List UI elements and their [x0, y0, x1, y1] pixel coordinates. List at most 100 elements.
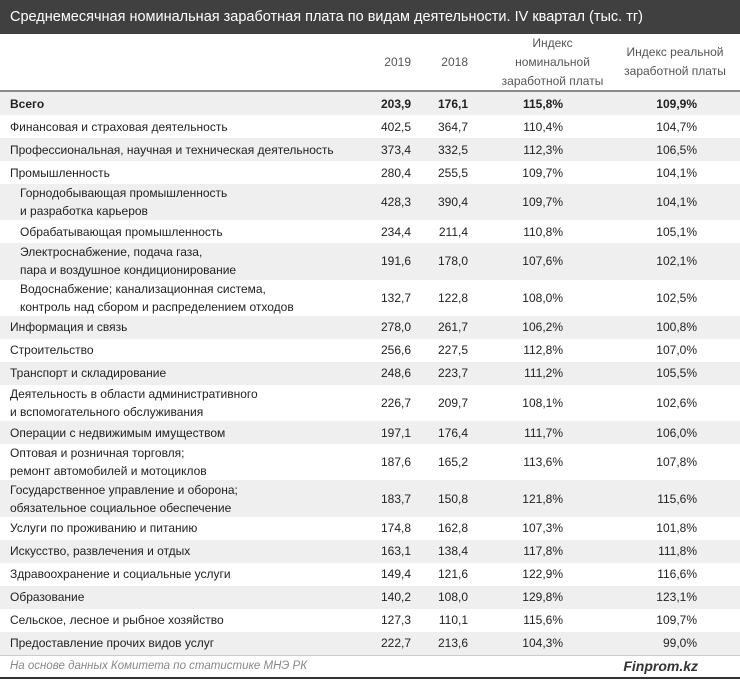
value-2019: 187,6	[380, 455, 411, 470]
row-label: Информация и связь	[10, 320, 128, 335]
nominal-index: 115,8%	[522, 96, 563, 111]
value-2019: 149,4	[380, 567, 411, 582]
real-index: 123,1%	[656, 590, 697, 605]
table-body: Всего 203,9 176,1 115,8% 109,9% Финансовая и …	[0, 92, 740, 655]
table-row: Промышленность 280,4 255,5 109,7% 104,1%	[0, 161, 740, 184]
row-label: Государственное управление и оборона; об…	[10, 482, 238, 515]
row-label: Водоснабжение; канализационная система, …	[20, 281, 294, 314]
value-2019: 203,9	[380, 96, 411, 111]
row-label: Профессиональная, научная и техническая …	[10, 142, 334, 157]
value-2019: 256,6	[380, 343, 411, 358]
real-index: 115,6%	[657, 491, 697, 506]
nominal-index: 115,6%	[523, 613, 563, 628]
value-2018: 332,5	[437, 142, 468, 157]
table-row: Операции с недвижимым имуществом 197,1 176…	[0, 421, 740, 445]
header-2019: 2019	[384, 55, 411, 69]
row-label: Искусство, развлечения и отдых	[10, 544, 191, 559]
row-label: Электроснабжение, подача газа, пара и во…	[20, 245, 237, 278]
row-label: Сельское, лесное и рыбное хозяйство	[10, 613, 224, 628]
table-row: Оптовая и розничная торговля; ремонт авт…	[0, 444, 740, 480]
real-index: 106,0%	[656, 425, 697, 440]
nominal-index: 110,4%	[523, 119, 563, 134]
table-row: Сельское, лесное и рыбное хозяйство 127,3…	[0, 609, 740, 632]
value-2018: 150,8	[437, 491, 468, 506]
table-row: Электроснабжение, подача газа, пара и во…	[0, 243, 740, 280]
value-2019: 140,2	[380, 590, 411, 605]
real-index: 102,5%	[656, 290, 697, 305]
real-index: 102,6%	[656, 396, 697, 411]
value-2018: 108,0	[437, 590, 468, 605]
value-2018: 121,6	[437, 567, 468, 582]
real-index: 105,5%	[656, 366, 697, 381]
header-nominal-index: Индекс номинальной заработной платы	[501, 36, 604, 88]
value-2018: 213,6	[437, 636, 468, 651]
value-2019: 248,6	[380, 366, 411, 381]
row-label: Финансовая и страховая деятельность	[10, 119, 228, 134]
brand-logo: Finprom.kz	[623, 658, 698, 674]
value-2018: 138,4	[437, 544, 468, 559]
value-2019: 197,1	[380, 425, 411, 440]
table-row: Водоснабжение; канализационная система, …	[0, 280, 740, 316]
nominal-index: 111,2%	[524, 366, 563, 381]
nominal-index: 104,3%	[522, 636, 563, 651]
real-index: 102,1%	[656, 254, 697, 269]
value-2018: 227,5	[437, 343, 468, 358]
row-label: Строительство	[10, 343, 94, 358]
table-row: Строительство 256,6 227,5 112,8% 107,0%	[0, 339, 740, 362]
real-index: 107,0%	[656, 343, 697, 358]
table-row: Горнодобывающая промышленность и разрабо…	[0, 184, 740, 221]
real-index: 116,6%	[657, 567, 697, 582]
value-2019: 222,7	[380, 636, 411, 651]
table-row: Профессиональная, научная и техническая …	[0, 138, 740, 161]
table-title: Среднемесячная номинальная заработная пл…	[0, 0, 740, 34]
header-2018: 2018	[441, 55, 468, 69]
nominal-index: 106,2%	[522, 320, 563, 335]
column-headers: 2019 2018 Индекс номинальной заработной …	[0, 34, 740, 92]
real-index: 101,8%	[656, 521, 697, 536]
value-2018: 209,7	[437, 396, 468, 411]
value-2018: 110,1	[438, 613, 468, 628]
value-2019: 234,4	[380, 224, 411, 239]
real-index: 107,8%	[656, 455, 697, 470]
value-2019: 191,6	[380, 254, 411, 269]
row-label: Промышленность	[10, 165, 110, 180]
real-index: 106,5%	[656, 142, 697, 157]
nominal-index: 111,7%	[524, 425, 563, 440]
header-real-index: Индекс реальной заработной платы	[624, 45, 726, 78]
value-2018: 364,7	[437, 119, 468, 134]
real-index: 104,1%	[656, 165, 697, 180]
table-row: Обрабатывающая промышленность 234,4 211,4 1…	[0, 220, 740, 243]
footer: На основе данных Комитета по статистике …	[0, 655, 740, 679]
real-index: 105,1%	[656, 224, 697, 239]
nominal-index: 122,9%	[522, 567, 563, 582]
nominal-index: 121,8%	[522, 491, 563, 506]
value-2018: 261,7	[437, 320, 468, 335]
table-row: Транспорт и складирование 248,6 223,7 111,2…	[0, 361, 740, 385]
value-2019: 174,8	[380, 521, 411, 536]
table-row: Предоставление прочих видов услуг 222,7 21…	[0, 631, 740, 655]
value-2018: 122,8	[437, 290, 468, 305]
real-index: 100,8%	[656, 320, 697, 335]
row-label: Услуги по проживанию и питанию	[10, 521, 198, 536]
nominal-index: 109,7%	[522, 165, 563, 180]
nominal-index: 107,3%	[522, 521, 563, 536]
table-row: Деятельность в области административного…	[0, 385, 740, 421]
real-index: 109,7%	[656, 613, 697, 628]
real-index: 104,7%	[656, 119, 697, 134]
value-2019: 183,7	[380, 491, 411, 506]
nominal-index: 108,1%	[522, 396, 563, 411]
value-2019: 163,1	[380, 544, 411, 559]
value-2018: 211,4	[438, 224, 468, 239]
value-2019: 226,7	[380, 396, 411, 411]
value-2018: 223,7	[437, 366, 468, 381]
value-2018: 390,4	[437, 195, 468, 210]
value-2018: 165,2	[437, 455, 468, 470]
real-index: 109,9%	[656, 96, 697, 111]
value-2019: 132,7	[380, 290, 411, 305]
value-2019: 280,4	[380, 165, 411, 180]
nominal-index: 117,8%	[523, 544, 563, 559]
value-2018: 255,5	[437, 165, 468, 180]
real-index: 104,1%	[656, 195, 697, 210]
value-2018: 178,0	[437, 254, 468, 269]
